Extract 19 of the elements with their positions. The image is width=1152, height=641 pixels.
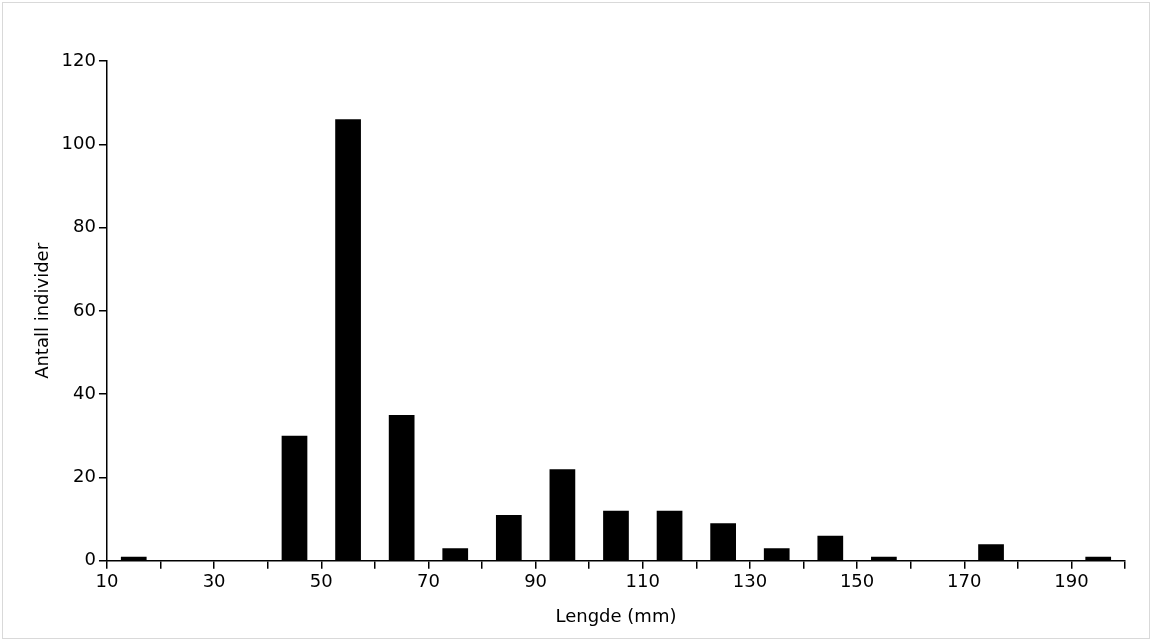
- y-tick-label: 40: [73, 381, 96, 403]
- x-tick-label: 150: [839, 570, 875, 592]
- y-tick-label: 120: [61, 48, 96, 70]
- x-tick-label: 130: [732, 570, 768, 592]
- x-tick-label: 110: [625, 570, 660, 592]
- x-tick-label: 170: [947, 570, 982, 592]
- y-tick-label: 80: [73, 215, 96, 237]
- x-tick-label: 190: [1054, 570, 1089, 592]
- x-tick-label: 90: [524, 570, 548, 592]
- x-tick-label: 10: [95, 570, 119, 592]
- x-tick-label: 30: [202, 570, 226, 592]
- x-tick-label: 50: [309, 570, 333, 592]
- y-tick-label: 20: [73, 465, 96, 487]
- y-tick-label: 60: [73, 298, 96, 320]
- y-axis-title: Antall individer: [31, 242, 53, 379]
- y-tick-label: 100: [61, 131, 96, 153]
- y-tick-label: 0: [84, 548, 96, 570]
- x-tick-label: 70: [416, 570, 440, 592]
- x-axis-title: Lengde (mm): [555, 604, 677, 626]
